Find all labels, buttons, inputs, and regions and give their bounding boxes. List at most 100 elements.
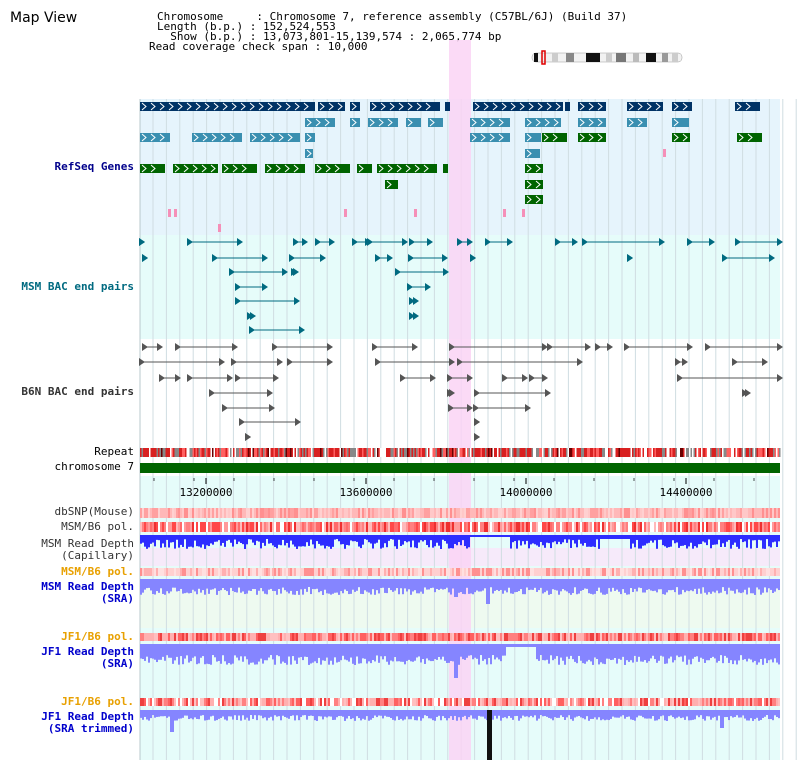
repeat-element bbox=[567, 448, 569, 457]
heat-cell bbox=[648, 568, 650, 576]
heat-cell bbox=[542, 508, 544, 518]
track-label-jf1-depth-trimmed-2[interactable]: (SRA trimmed) bbox=[47, 722, 134, 735]
track-label-jf1-depth-sra-1[interactable]: JF1 Read Depth bbox=[41, 645, 134, 658]
gene-feature bbox=[565, 102, 570, 111]
heat-cell bbox=[532, 522, 534, 532]
depth-bar bbox=[634, 644, 636, 656]
depth-bar bbox=[704, 579, 706, 593]
depth-bar bbox=[686, 710, 688, 717]
heat-cell bbox=[386, 522, 388, 532]
track-label-repeat[interactable]: Repeat bbox=[94, 445, 134, 458]
depth-bar bbox=[242, 644, 244, 662]
depth-bar bbox=[302, 710, 304, 716]
depth-bar bbox=[318, 644, 320, 658]
heat-cell bbox=[700, 568, 702, 576]
heat-cell bbox=[270, 522, 272, 532]
depth-bar bbox=[776, 710, 778, 717]
depth-bar bbox=[592, 710, 594, 719]
depth-bar bbox=[198, 710, 200, 720]
repeat-element bbox=[497, 448, 499, 457]
track-label-msm-depth-sra-2[interactable]: (SRA) bbox=[100, 592, 134, 605]
gene-strand-arrow bbox=[371, 102, 377, 111]
heat-cell bbox=[186, 633, 188, 641]
heat-cell bbox=[682, 522, 684, 532]
heat-cell bbox=[554, 522, 556, 532]
depth-bar bbox=[260, 644, 262, 659]
heat-cell bbox=[360, 568, 362, 576]
depth-bar bbox=[524, 644, 526, 647]
heat-cell bbox=[558, 633, 560, 641]
depth-bar bbox=[720, 579, 722, 593]
gene-strand-arrow bbox=[389, 102, 395, 111]
bac-end-marker bbox=[159, 374, 165, 382]
track-label-chromosome[interactable]: chromosome 7 bbox=[54, 460, 134, 473]
track-label-jf1-depth-sra-2[interactable]: (SRA) bbox=[100, 657, 134, 670]
depth-bar bbox=[322, 579, 324, 595]
depth-bar bbox=[616, 579, 618, 590]
heat-cell bbox=[254, 522, 256, 532]
gene-strand-arrow bbox=[535, 164, 541, 173]
heat-cell bbox=[712, 568, 714, 576]
track-label-msm-pol-2[interactable]: MSM/B6 pol. bbox=[61, 565, 134, 578]
heat-cell bbox=[492, 508, 494, 518]
heat-cell bbox=[766, 633, 768, 641]
heat-cell bbox=[174, 633, 176, 641]
track-label-msm-depth-capillary-2[interactable]: (Capillary) bbox=[61, 549, 134, 562]
heat-cell bbox=[344, 633, 346, 641]
repeat-element bbox=[668, 448, 670, 457]
ideogram-band bbox=[616, 53, 626, 62]
depth-bar bbox=[530, 535, 532, 545]
track-label-msm-depth-sra-1[interactable]: MSM Read Depth bbox=[41, 580, 134, 593]
depth-bar bbox=[560, 644, 562, 658]
depth-bar bbox=[508, 535, 510, 537]
heat-cell bbox=[638, 568, 640, 576]
track-label-msm-bac[interactable]: MSM BAC end pairs bbox=[21, 280, 134, 293]
heat-cell bbox=[756, 698, 758, 706]
heat-cell bbox=[174, 508, 176, 518]
heat-cell bbox=[588, 568, 590, 576]
track-label-jf1-pol-2[interactable]: JF1/B6 pol. bbox=[61, 695, 134, 708]
track-label-jf1-depth-trimmed-1[interactable]: JF1 Read Depth bbox=[41, 710, 134, 723]
gene-strand-arrow bbox=[159, 133, 165, 142]
depth-bar bbox=[732, 579, 734, 591]
heat-cell bbox=[266, 698, 268, 706]
depth-bar bbox=[350, 644, 352, 658]
depth-bar bbox=[204, 710, 206, 721]
depth-bar bbox=[212, 710, 214, 716]
depth-bar bbox=[424, 710, 426, 716]
heat-cell bbox=[158, 633, 160, 641]
depth-bar bbox=[560, 535, 562, 545]
depth-bar bbox=[212, 535, 214, 545]
track-label-msm-pol-1[interactable]: MSM/B6 pol. bbox=[61, 520, 134, 533]
gene-strand-arrow bbox=[378, 118, 384, 127]
heat-cell bbox=[178, 633, 180, 641]
depth-bar bbox=[472, 579, 474, 595]
repeat-element bbox=[174, 448, 176, 457]
heat-cell bbox=[638, 522, 640, 532]
heat-cell bbox=[562, 508, 564, 518]
depth-bar bbox=[560, 579, 562, 592]
depth-bar bbox=[334, 644, 336, 658]
track-label-b6n-bac[interactable]: B6N BAC end pairs bbox=[21, 385, 134, 398]
heat-cell bbox=[672, 508, 674, 518]
gene-strand-arrow bbox=[213, 102, 219, 111]
heat-cell bbox=[520, 633, 522, 641]
depth-bar bbox=[522, 710, 524, 716]
depth-bar bbox=[762, 579, 764, 593]
depth-bar bbox=[634, 579, 636, 589]
gene-feature bbox=[222, 164, 257, 173]
heat-cell bbox=[778, 698, 780, 706]
repeat-element bbox=[401, 448, 403, 457]
track-label-msm-depth-capillary-1[interactable]: MSM Read Depth bbox=[41, 537, 134, 550]
track-label-jf1-pol-1[interactable]: JF1/B6 pol. bbox=[61, 630, 134, 643]
repeat-element bbox=[284, 448, 286, 457]
heat-cell bbox=[398, 633, 400, 641]
depth-bar bbox=[248, 579, 250, 591]
depth-bar bbox=[364, 535, 366, 540]
heat-cell bbox=[354, 698, 356, 706]
heat-cell bbox=[600, 698, 602, 706]
depth-bar bbox=[726, 579, 728, 595]
track-label-dbsnp[interactable]: dbSNP(Mouse) bbox=[54, 505, 134, 518]
track-label-refseq-genes[interactable]: RefSeq Genes bbox=[54, 160, 134, 173]
